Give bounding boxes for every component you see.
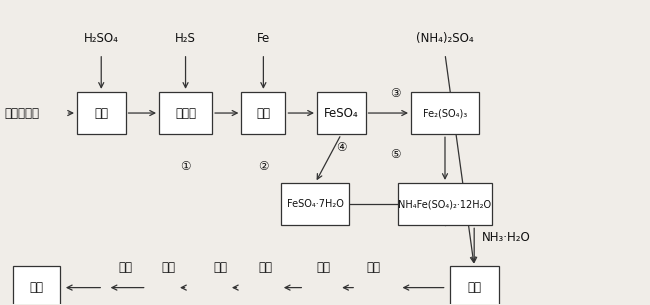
- Text: ③: ③: [390, 87, 400, 100]
- FancyBboxPatch shape: [317, 92, 365, 134]
- Text: 烘干: 烘干: [119, 261, 133, 274]
- Text: NH₄Fe(SO₄)₂·12H₂O: NH₄Fe(SO₄)₂·12H₂O: [398, 199, 491, 209]
- Text: NH₃·H₂O: NH₃·H₂O: [482, 231, 530, 244]
- Text: FeSO₄: FeSO₄: [324, 106, 359, 120]
- Text: 酸洗: 酸洗: [317, 261, 331, 274]
- Text: 产品: 产品: [29, 281, 44, 294]
- Text: 硫铁矿烧渣: 硫铁矿烧渣: [4, 106, 39, 120]
- Text: 过滤: 过滤: [258, 261, 272, 274]
- Text: H₂S: H₂S: [175, 32, 196, 45]
- Text: ⑤: ⑤: [390, 148, 400, 160]
- Text: 浸出液: 浸出液: [175, 106, 196, 120]
- Text: 沉淠: 沉淠: [467, 281, 481, 294]
- FancyBboxPatch shape: [13, 266, 60, 305]
- FancyBboxPatch shape: [241, 92, 285, 134]
- Text: 洗涂: 洗涂: [213, 261, 227, 274]
- Text: FeSO₄·7H₂O: FeSO₄·7H₂O: [287, 199, 344, 209]
- FancyBboxPatch shape: [398, 183, 492, 225]
- Text: (NH₄)₂SO₄: (NH₄)₂SO₄: [416, 32, 474, 45]
- FancyBboxPatch shape: [411, 92, 479, 134]
- Text: Fe: Fe: [257, 32, 270, 45]
- FancyBboxPatch shape: [281, 183, 349, 225]
- Text: 过滤: 过滤: [367, 261, 381, 274]
- Text: ②: ②: [258, 160, 268, 173]
- Text: 滤液: 滤液: [256, 106, 270, 120]
- Text: Fe₂(SO₄)₃: Fe₂(SO₄)₃: [423, 108, 467, 118]
- FancyBboxPatch shape: [450, 266, 499, 305]
- FancyBboxPatch shape: [77, 92, 125, 134]
- FancyBboxPatch shape: [159, 92, 212, 134]
- Text: H₂SO₄: H₂SO₄: [84, 32, 119, 45]
- Text: 酸浸: 酸浸: [94, 106, 109, 120]
- Text: ④: ④: [336, 142, 346, 154]
- Text: 过滤: 过滤: [161, 261, 175, 274]
- Text: ①: ①: [180, 160, 191, 173]
